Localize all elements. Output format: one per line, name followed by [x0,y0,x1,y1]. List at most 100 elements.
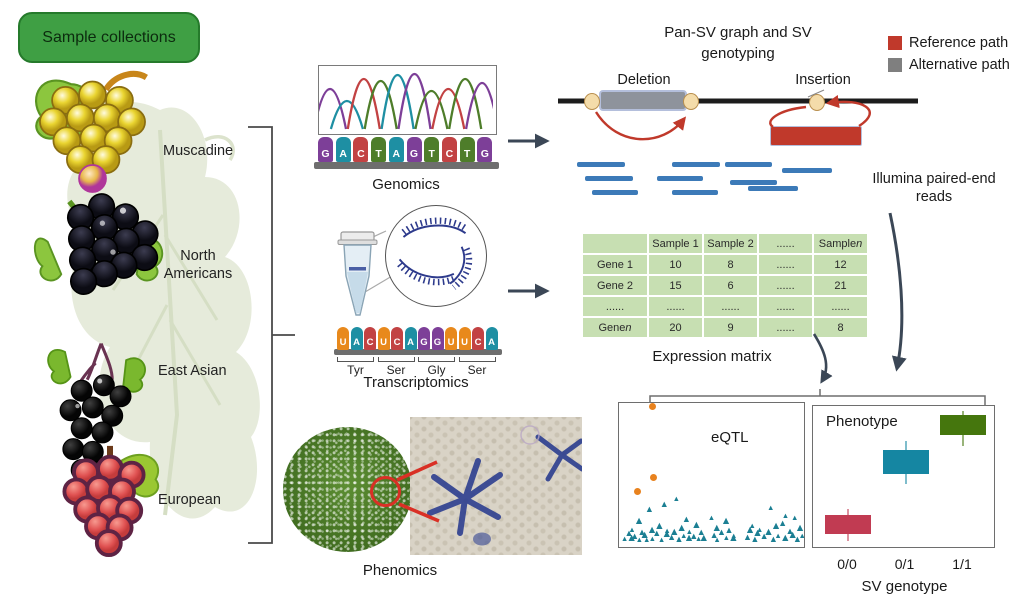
base-block: U [445,327,457,350]
eqtl-point: ▲ [652,528,662,539]
eqtl-point: ▲ [763,525,774,538]
eqtl-point: ▲ [689,531,699,542]
pansv-title-line2: genotyping [701,45,775,62]
base-block: C [353,137,369,162]
boxplot-box [882,450,929,475]
eqtl-point: ▲ [661,528,673,541]
eqtl-point: ▲ [698,532,710,544]
sv-genotype-axis-label: SV genotype [861,578,948,595]
eqtl-point: ▲ [779,532,791,544]
base-block: A [485,327,498,350]
matrix-cell: 12 [814,255,867,274]
boxplot-box [940,415,986,435]
eqtl-point: ▲ [674,533,684,544]
base-block: U [458,327,471,350]
base-block: C [391,327,403,350]
group-label-east-asian: East Asian [158,363,227,379]
eqtl-point: ▲ [644,503,654,514]
alternative-path-swatch [888,58,902,72]
matrix-cell: ...... [759,276,812,295]
reference-path-label: Reference path [909,35,1009,51]
base-block: T [424,137,440,162]
illumina-reads-label-line2: reads [915,189,953,205]
read-segment [592,190,638,195]
chromatogram-peaks [319,73,493,130]
read-segment [730,180,777,185]
read-segment [672,162,720,167]
eqtl-point: ▲ [722,532,731,542]
sv-genotype-ticks: 0/0 0/1 1/1 [812,556,995,574]
eqtl-point: ▲ [709,529,719,540]
codon-bracket [377,357,415,362]
base-block: C [472,327,484,350]
base-block: A [335,137,351,162]
base-block: G [418,327,430,350]
illumina-reads-label: Illumina paired-end reads [855,170,1013,206]
graph-node [683,93,699,110]
chromatogram-peak [363,79,398,130]
read-segment [782,168,832,173]
eqtl-point: ▲ [626,532,637,544]
matrix-cell: ...... [814,297,867,316]
phenotype-boxplot: Phenotype [812,405,995,548]
eqtl-point: ▲ [717,527,727,538]
codon-label: Ser [467,363,487,377]
read-segment [672,190,718,195]
eqtl-point: ▲ [711,521,723,534]
chromatogram-peak [431,88,466,130]
phenomics-label: Phenomics [362,562,438,579]
matrix-header-cell: Sample n [814,234,867,253]
legend-row-alternative: Alternative path [888,54,1010,76]
eqtl-point: ▲ [794,521,806,534]
sv-genotype-tick-label: 0/0 [837,556,857,572]
transcriptomics-label: Transcriptomics [363,374,469,391]
sample-collections-badge: Sample collections [18,12,200,63]
matrix-cell: Gene 1 [583,255,647,274]
eqtl-point: ▲ [685,527,694,537]
codon-bracket [458,357,496,362]
eqtl-point: ▲ [744,524,756,537]
eqtl-point: ▲ [672,493,681,503]
matrix-cell: 9 [704,318,757,337]
base-block: U [337,327,349,350]
phenotype-title: Phenotype [826,413,898,430]
eqtl-point: ▲ [787,529,798,542]
base-block: A [350,327,363,350]
eqtl-point: ▲ [720,515,732,528]
genomics-label: Genomics [372,176,440,193]
eqtl-point: ▲ [691,519,702,531]
eqtl-point: ▲ [755,524,764,534]
chromatogram-peak [448,78,483,130]
eqtl-point: ▲ [637,527,647,538]
codon-label: Gly [427,363,446,377]
eqtl-point: ▲ [635,535,644,545]
graph-node [584,93,600,110]
base-block: G [431,327,444,350]
codon-groups: Tyr Ser Gly Ser [337,357,499,379]
alternative-path-label: Alternative path [909,57,1010,73]
paired-end-reads [570,155,850,200]
sanger-chromatogram-box [318,65,497,135]
matrix-cell: ...... [759,318,812,337]
base-block: G [318,137,333,162]
chromatogram-peak [414,90,449,130]
legend-row-reference: Reference path [888,32,1010,54]
grape-cluster-european [62,445,159,558]
matrix-cell: ...... [759,255,812,274]
eqtl-point: ▲ [648,533,657,543]
codon-bracket [418,357,455,362]
reference-path-insertion-segment [770,126,862,146]
eqtl-point: ▲ [781,510,790,520]
matrix-cell: ...... [583,297,647,316]
boxplot-box [825,514,871,535]
matrix-cell: 8 [704,255,757,274]
matrix-cell: 10 [649,255,702,274]
eqtl-point: ▲ [759,531,769,542]
sv-genotype-tick-label: 0/1 [894,556,915,572]
path-legend: Reference path Alternative path [888,32,1010,76]
grape-cluster-muscadine [35,70,148,193]
eqtl-point: ▲ [683,532,695,544]
sample-collections-label: Sample collections [42,28,176,46]
